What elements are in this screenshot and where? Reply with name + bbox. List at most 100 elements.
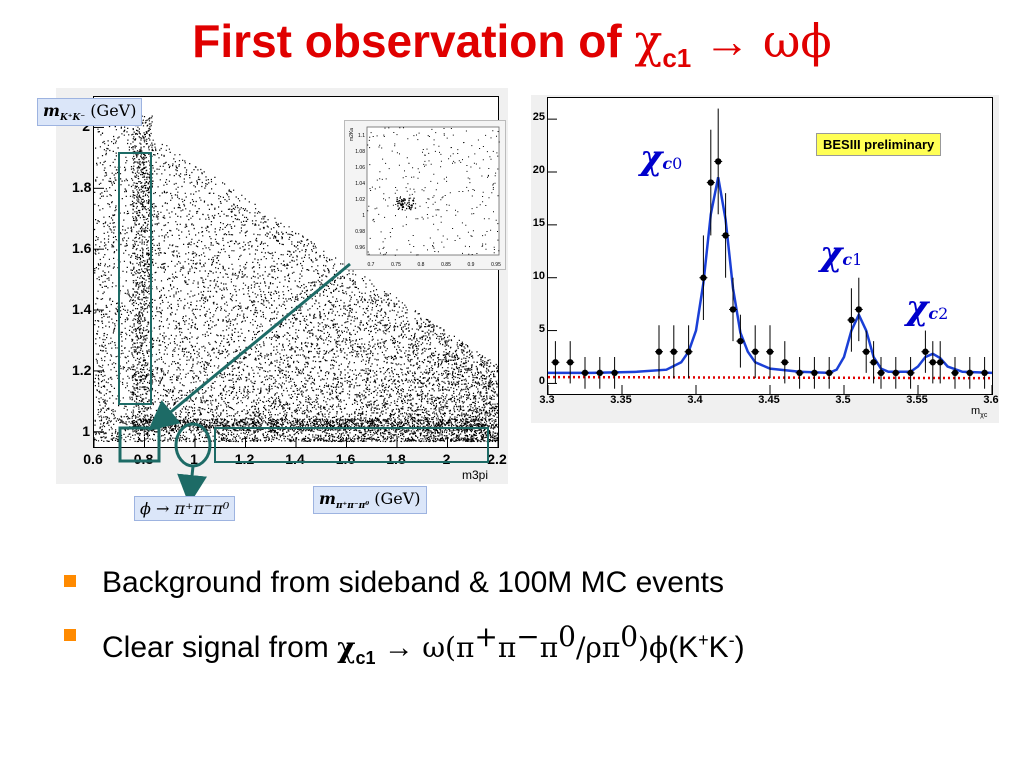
background-fit-line <box>548 375 992 380</box>
mass-y-tick-label: 20 <box>532 164 545 176</box>
inset-x-tick-label: 0.9 <box>468 262 475 268</box>
data-point <box>966 369 973 377</box>
inset-y-tick-label: 1.08 <box>355 149 365 155</box>
mass-plot-marks <box>548 108 992 394</box>
scatter-x-tick-label: 1.2 <box>234 451 255 467</box>
scatter-y-tick-label: 1.2 <box>72 361 92 378</box>
data-point <box>685 348 692 355</box>
inset-plot-area <box>366 126 500 256</box>
bullet-item: Clear signal from χc1 → ω(π+π−π0/ρπ0)ϕ(K… <box>60 610 990 685</box>
data-point <box>877 369 885 377</box>
mass-x-tick-label: 3.5 <box>835 394 851 406</box>
inset-x-tick-label: 0.85 <box>441 262 451 268</box>
data-point <box>581 369 589 377</box>
title-chi: χ <box>634 14 663 68</box>
inset-y-tick-label: 1.1 <box>358 133 365 139</box>
scatter-y-tick-label: 1 <box>82 422 90 439</box>
data-point <box>892 369 899 377</box>
data-point <box>863 348 870 355</box>
scatter-plot-panel: 1 1.2 1.4 1.6 1.8 2 0.6 0.8 1 1.2 1.4 1.6 1.8 2 2.2 m… <box>56 88 508 484</box>
scatter-x-axis-name: m3pi <box>462 468 489 482</box>
data-point <box>796 369 803 377</box>
mass-y-tick-label: 10 <box>532 269 545 282</box>
bullet-item: Background from sideband & 100M MC event… <box>60 556 990 610</box>
scatter-x-tick-label: 2 <box>442 451 451 467</box>
data-point <box>781 359 788 366</box>
inset-y-tick-label: 1.06 <box>355 165 365 171</box>
inset-plot-frame: 0.7 0.75 0.8 0.85 0.9 0.95 0.96 0.98 1 1.02 1.04 1.… <box>344 120 506 270</box>
slide-title: First observation of χc1 → ωϕ <box>0 14 1024 74</box>
mass-x-tick-label: 3.3 <box>539 394 555 406</box>
data-point <box>715 158 722 165</box>
data-point <box>596 369 603 377</box>
inset-x-tick-label: 0.95 <box>491 262 501 268</box>
data-point <box>552 359 559 366</box>
inset-x-tick-label: 0.75 <box>391 262 401 268</box>
bullet-list: Background from sideband & 100M MC event… <box>60 556 990 685</box>
scatter-x-tick-label: 0.6 <box>83 451 103 467</box>
data-point <box>700 274 707 281</box>
inset-y-tick-label: 1 <box>362 213 365 219</box>
chi-c0-label: χc0 <box>640 138 683 178</box>
data-point <box>855 306 862 313</box>
data-point <box>752 348 759 355</box>
inset-y-tick-label: 1.02 <box>355 197 365 203</box>
data-point <box>670 348 677 355</box>
inset-x-tick-label: 0.7 <box>368 262 375 268</box>
scatter-x-tick-label: 1 <box>190 451 198 467</box>
mass-x-tick-label: 3.45 <box>758 394 780 406</box>
bullet-square-icon <box>64 575 76 587</box>
chi-c2-label: χc2 <box>906 288 949 328</box>
title-sub: c1 <box>662 43 692 74</box>
scatter-x-tick-label: 1.8 <box>386 451 406 467</box>
scatter-x-tick-label: 0.8 <box>133 451 154 467</box>
data-point <box>729 306 737 313</box>
mass-y-tick-label: 5 <box>538 322 545 335</box>
inset-y-title: m2Ka <box>349 128 355 141</box>
mass-y-tick-label: 0 <box>538 375 545 388</box>
data-point <box>611 369 618 377</box>
mass-x-tick-label: 3.55 <box>906 394 928 406</box>
data-point <box>722 232 729 239</box>
inset-y-tick-label: 0.96 <box>355 245 365 251</box>
mass-x-tick-label: 3.35 <box>610 394 632 406</box>
data-point <box>951 369 959 377</box>
scatter-y-tick-label: 1.8 <box>72 179 92 196</box>
inset-points: 0.7 0.75 0.8 0.85 0.9 0.95 0.96 0.98 1 1.02 1.04 1.… <box>349 126 501 268</box>
mass-x-tick-label: 3.6 <box>983 394 999 406</box>
scatter-y-axis-label: mK⁺K⁻ (GeV) <box>37 98 143 127</box>
scatter-x-axis-label: mπ⁺π⁻π⁰ (GeV) <box>313 486 427 515</box>
data-point <box>766 348 774 355</box>
phi-decay-label: ϕ → π⁺π⁻π⁰ <box>134 496 236 521</box>
data-point <box>655 348 663 355</box>
mass-x-tick-label: 3.4 <box>687 394 703 406</box>
scatter-x-tick-label: 1.4 <box>285 451 305 467</box>
data-point <box>826 369 833 377</box>
data-point <box>707 179 714 186</box>
besiii-preliminary-legend: BESIII preliminary <box>816 133 942 156</box>
title-tail: ωϕ <box>762 14 832 68</box>
chi-c1-label: χc1 <box>820 234 863 274</box>
title-arrow: → <box>691 15 763 67</box>
scatter-y-tick-label: 1.4 <box>72 301 92 318</box>
mass-x-axis-name: mχc <box>971 405 988 420</box>
data-point <box>811 369 818 377</box>
data-point <box>929 359 936 366</box>
inset-y-tick-label: 1.04 <box>355 181 365 187</box>
scatter-y-tick-label: 1.6 <box>72 240 92 257</box>
inset-y-tick-label: 0.98 <box>355 229 365 235</box>
mass-y-tick-label: 25 <box>532 111 545 124</box>
data-point <box>848 316 855 324</box>
scatter-x-tick-label: 2.2 <box>487 451 507 467</box>
mass-y-tick-label: 15 <box>532 216 545 229</box>
data-point <box>567 359 574 366</box>
data-point <box>922 348 929 355</box>
inset-x-tick-label: 0.8 <box>418 262 425 268</box>
scatter-y-tick-label: 2 <box>82 118 90 135</box>
bullet-square-icon <box>64 629 76 641</box>
data-point <box>937 359 944 366</box>
data-point <box>870 359 877 366</box>
data-point <box>737 337 744 345</box>
scatter-x-tick-label: 1.6 <box>335 451 356 467</box>
data-point <box>907 369 914 377</box>
